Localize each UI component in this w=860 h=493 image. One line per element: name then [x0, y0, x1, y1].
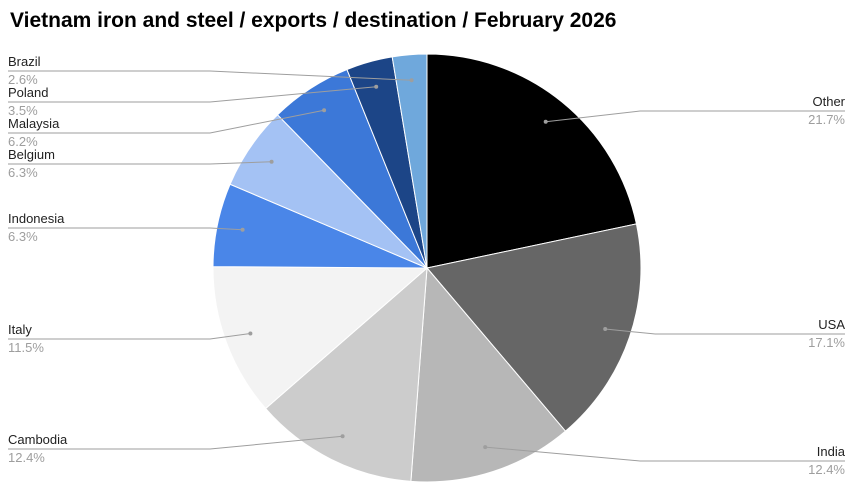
leader-dot-italy [248, 331, 253, 336]
slice-percent-italy: 11.5% [8, 340, 44, 355]
slice-label-belgium: Belgium [8, 147, 55, 162]
leader-dot-malaysia [322, 108, 327, 113]
leader-line-usa [605, 328, 845, 335]
leader-dot-belgium [269, 159, 274, 164]
pie-slice-brazil [391, 53, 428, 269]
leader-dot-indonesia [240, 227, 245, 232]
leader-line-india [485, 446, 845, 462]
leader-line-italy [8, 333, 251, 340]
slice-percent-indonesia: 6.3% [8, 229, 38, 244]
leader-dot-cambodia [340, 434, 345, 439]
slice-percent-belgium: 6.3% [8, 165, 38, 180]
leader-line-cambodia [8, 435, 343, 450]
slice-percent-india: 12.4% [808, 462, 845, 477]
slice-label-malaysia: Malaysia [8, 116, 60, 131]
leader-line-belgium [8, 161, 272, 165]
slice-label-cambodia: Cambodia [8, 432, 68, 447]
slice-percent-poland: 3.5% [8, 103, 38, 118]
pie-slice-india [410, 266, 567, 483]
pie-slice-italy [212, 266, 429, 410]
slice-label-brazil: Brazil [8, 54, 41, 69]
slice-label-other: Other [812, 94, 845, 109]
slice-percent-usa: 17.1% [808, 335, 845, 350]
slice-label-italy: Italy [8, 322, 32, 337]
slice-percent-cambodia: 12.4% [8, 450, 45, 465]
leader-dot-usa [603, 327, 608, 331]
leader-dot-poland [374, 84, 379, 89]
slice-label-indonesia: Indonesia [8, 211, 65, 226]
leader-line-malaysia [8, 109, 325, 134]
pie-slice-usa [426, 223, 642, 432]
pie-slice-other [426, 53, 638, 269]
pie-slice-cambodia [264, 266, 428, 482]
slice-label-usa: USA [818, 317, 845, 332]
leader-dot-other [543, 119, 548, 124]
slice-percent-brazil: 2.6% [8, 72, 38, 87]
slice-label-poland: Poland [8, 85, 48, 100]
leader-line-poland [8, 86, 377, 103]
leader-dot-brazil [409, 78, 414, 83]
slice-percent-malaysia: 6.2% [8, 134, 38, 149]
leader-line-brazil [8, 70, 412, 81]
slice-labels: Other 21.7% USA 17.1% India 12.4% Cambodia 12.4… [8, 54, 846, 477]
leader-dot-india [483, 445, 488, 450]
slice-percent-other: 21.7% [808, 112, 845, 127]
slice-label-india: India [817, 444, 846, 459]
chart-title: Vietnam iron and steel / exports / desti… [10, 9, 617, 32]
pie-slices [212, 53, 642, 483]
leader-line-other [545, 110, 845, 123]
leader-line-indonesia [8, 227, 243, 231]
leader-lines [8, 70, 845, 462]
